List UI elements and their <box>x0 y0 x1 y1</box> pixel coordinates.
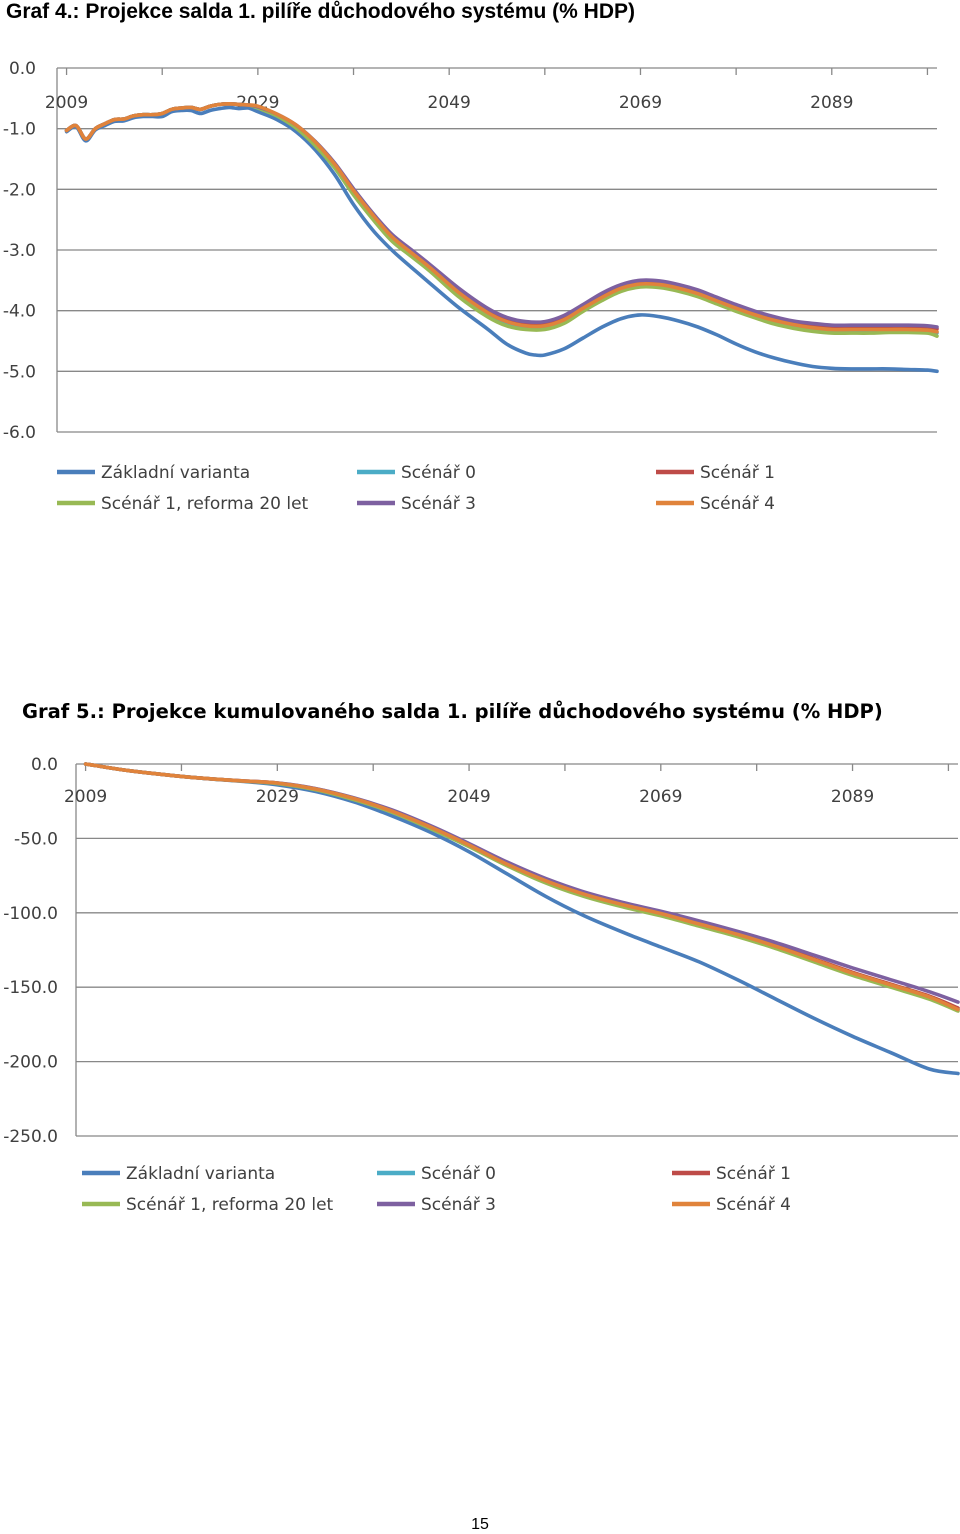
y-tick-label: -150.0 <box>3 978 58 998</box>
series-line <box>83 762 960 1013</box>
x-tick-label: 2089 <box>810 93 853 113</box>
chart-title: Graf 4.: Projekce salda 1. pilíře důchod… <box>6 0 636 23</box>
series-line <box>83 762 960 1012</box>
series-line <box>64 102 939 338</box>
legend-label: Scénář 4 <box>716 1195 791 1215</box>
y-tick-label: -100.0 <box>3 904 58 924</box>
series-line <box>64 102 939 334</box>
y-tick-label: -6.0 <box>3 423 36 443</box>
series-line <box>83 762 960 1010</box>
legend-label: Scénář 0 <box>401 463 476 483</box>
series-line <box>64 102 939 331</box>
x-tick-label: 2009 <box>45 93 88 113</box>
legend-label: Scénář 3 <box>401 494 476 514</box>
y-tick-label: -2.0 <box>3 180 36 200</box>
y-tick-label: -3.0 <box>3 241 36 261</box>
y-tick-label: -250.0 <box>3 1127 58 1147</box>
legend-label: Scénář 1 <box>716 1164 791 1184</box>
legend-label: Scénář 3 <box>421 1195 496 1215</box>
series-line <box>64 105 939 374</box>
legend-label: Scénář 1 <box>700 463 775 483</box>
y-tick-label: -50.0 <box>14 829 58 849</box>
x-tick-label: 2009 <box>64 787 107 807</box>
x-tick-label: 2069 <box>639 787 682 807</box>
series-line <box>83 762 960 1012</box>
x-tick-label: 2049 <box>447 787 490 807</box>
y-tick-label: -200.0 <box>3 1053 58 1073</box>
legend-label: Scénář 0 <box>421 1164 496 1184</box>
x-tick-label: 2069 <box>619 93 662 113</box>
x-tick-label: 2089 <box>831 787 874 807</box>
y-tick-label: -4.0 <box>3 302 36 322</box>
y-tick-label: 0.0 <box>31 755 58 775</box>
series-line <box>64 102 939 335</box>
chart-title: Graf 5.: Projekce kumulovaného salda 1. … <box>22 700 883 723</box>
legend-label: Základní varianta <box>101 463 250 483</box>
legend-label: Scénář 4 <box>700 494 775 514</box>
x-tick-label: 2049 <box>428 93 471 113</box>
legend-label: Scénář 1, reforma 20 let <box>126 1195 334 1215</box>
legend-label: Základní varianta <box>126 1164 275 1184</box>
series-line <box>83 762 960 1076</box>
legend-label: Scénář 1, reforma 20 let <box>101 494 309 514</box>
series-line <box>64 102 939 329</box>
x-tick-label: 2029 <box>256 787 299 807</box>
y-tick-label: 0.0 <box>9 59 36 79</box>
page-number: 15 <box>471 1516 489 1533</box>
y-tick-label: -5.0 <box>3 362 36 382</box>
line-chart-cumulative-saldo: 0.0 -50.0 -100.0 -150.0 -200.0 -250.0 2009 2029… <box>3 755 960 1215</box>
y-tick-label: -1.0 <box>3 120 36 140</box>
